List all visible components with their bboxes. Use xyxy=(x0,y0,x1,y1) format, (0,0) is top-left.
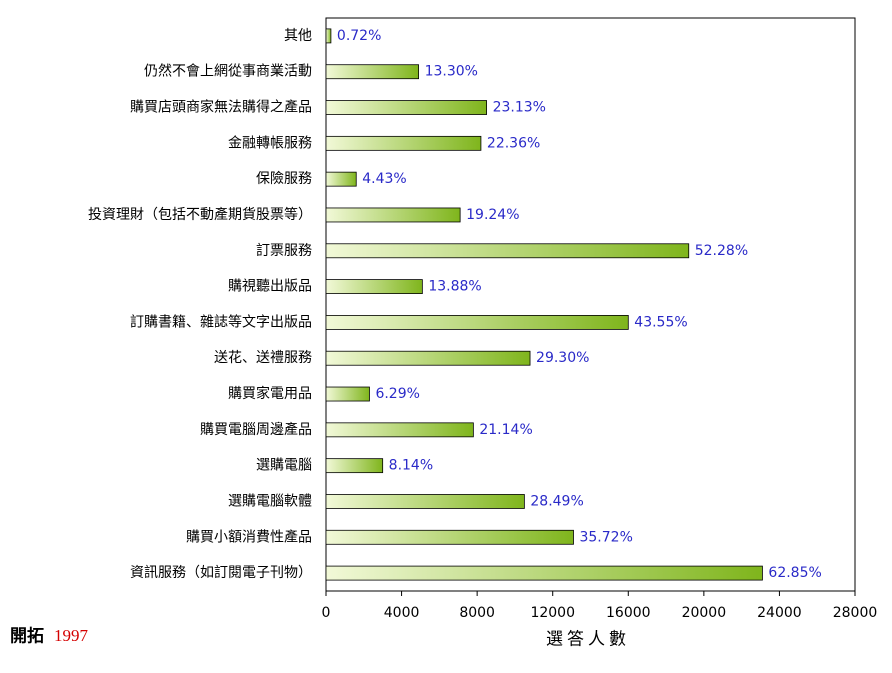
bar xyxy=(325,315,629,330)
value-label: 52.28% xyxy=(695,243,748,259)
y-tick-label: 選購電腦軟體 xyxy=(228,493,312,509)
x-tick-label: 0 xyxy=(322,605,331,621)
x-axis-label: 選答人數 xyxy=(546,630,630,650)
value-label: 13.30% xyxy=(425,64,478,80)
y-tick-label: 購買電腦周邊產品 xyxy=(200,421,312,438)
bar xyxy=(325,565,763,581)
value-label: 43.55% xyxy=(634,314,687,330)
value-label: 21.14% xyxy=(479,422,532,438)
x-tick-label: 12000 xyxy=(530,605,575,621)
y-tick-label: 資訊服務（如訂閱電子刊物） xyxy=(130,565,312,581)
x-tick-label: 8000 xyxy=(459,605,495,621)
bar xyxy=(325,458,384,474)
bar xyxy=(325,350,531,366)
value-label: 13.88% xyxy=(428,279,481,295)
bar xyxy=(325,243,690,259)
value-label: 28.49% xyxy=(530,493,583,509)
bar xyxy=(325,422,474,438)
y-tick-label: 訂票服務 xyxy=(256,243,312,259)
bar xyxy=(325,386,370,402)
bar xyxy=(325,28,332,44)
x-tick-label: 16000 xyxy=(606,605,651,621)
y-tick-label: 購買店頭商家無法購得之產品 xyxy=(130,99,312,116)
y-tick-label: 其他 xyxy=(284,28,312,44)
y-tick-label: 選購電腦 xyxy=(256,458,312,474)
value-label: 6.29% xyxy=(375,386,419,402)
x-tick-label: 24000 xyxy=(757,605,802,621)
x-tick-label: 28000 xyxy=(833,605,878,621)
plot-area xyxy=(325,17,856,592)
bar xyxy=(325,64,419,80)
bar xyxy=(325,100,487,115)
y-tick-label: 購視聽出版品 xyxy=(228,279,312,295)
y-tick-label: 投資理財（包括不動產期貨股票等） xyxy=(88,206,312,223)
y-tick-label: 購買小額消費性產品 xyxy=(186,528,312,545)
bar xyxy=(325,135,482,151)
value-label: 62.85% xyxy=(768,565,821,581)
source: 開拓 xyxy=(10,627,44,647)
value-label: 0.72% xyxy=(337,28,381,44)
value-label: 29.30% xyxy=(536,350,589,366)
value-label: 8.14% xyxy=(389,458,433,474)
value-label: 23.13% xyxy=(493,100,546,116)
y-tick-label: 保險服務 xyxy=(256,171,312,187)
bar xyxy=(325,171,357,187)
y-tick-label: 金融轉帳服務 xyxy=(228,135,312,151)
value-label: 22.36% xyxy=(487,135,540,151)
value-label: 4.43% xyxy=(362,171,406,187)
source-year: 1997 xyxy=(54,626,89,645)
y-tick-label: 訂購書籍、雜誌等文字出版品 xyxy=(130,313,312,330)
y-tick-label: 仍然不會上網從事商業活動 xyxy=(144,63,312,80)
bar xyxy=(325,279,423,294)
bar xyxy=(325,529,574,545)
bar xyxy=(325,207,461,223)
bar xyxy=(325,494,525,509)
y-tick-label: 購買家電用品 xyxy=(228,385,312,402)
value-label: 35.72% xyxy=(579,529,632,545)
y-tick-label: 送花、送禮服務 xyxy=(214,350,312,366)
x-tick-label: 4000 xyxy=(384,605,420,621)
x-tick-label: 20000 xyxy=(682,605,727,621)
value-label: 19.24% xyxy=(466,207,519,223)
